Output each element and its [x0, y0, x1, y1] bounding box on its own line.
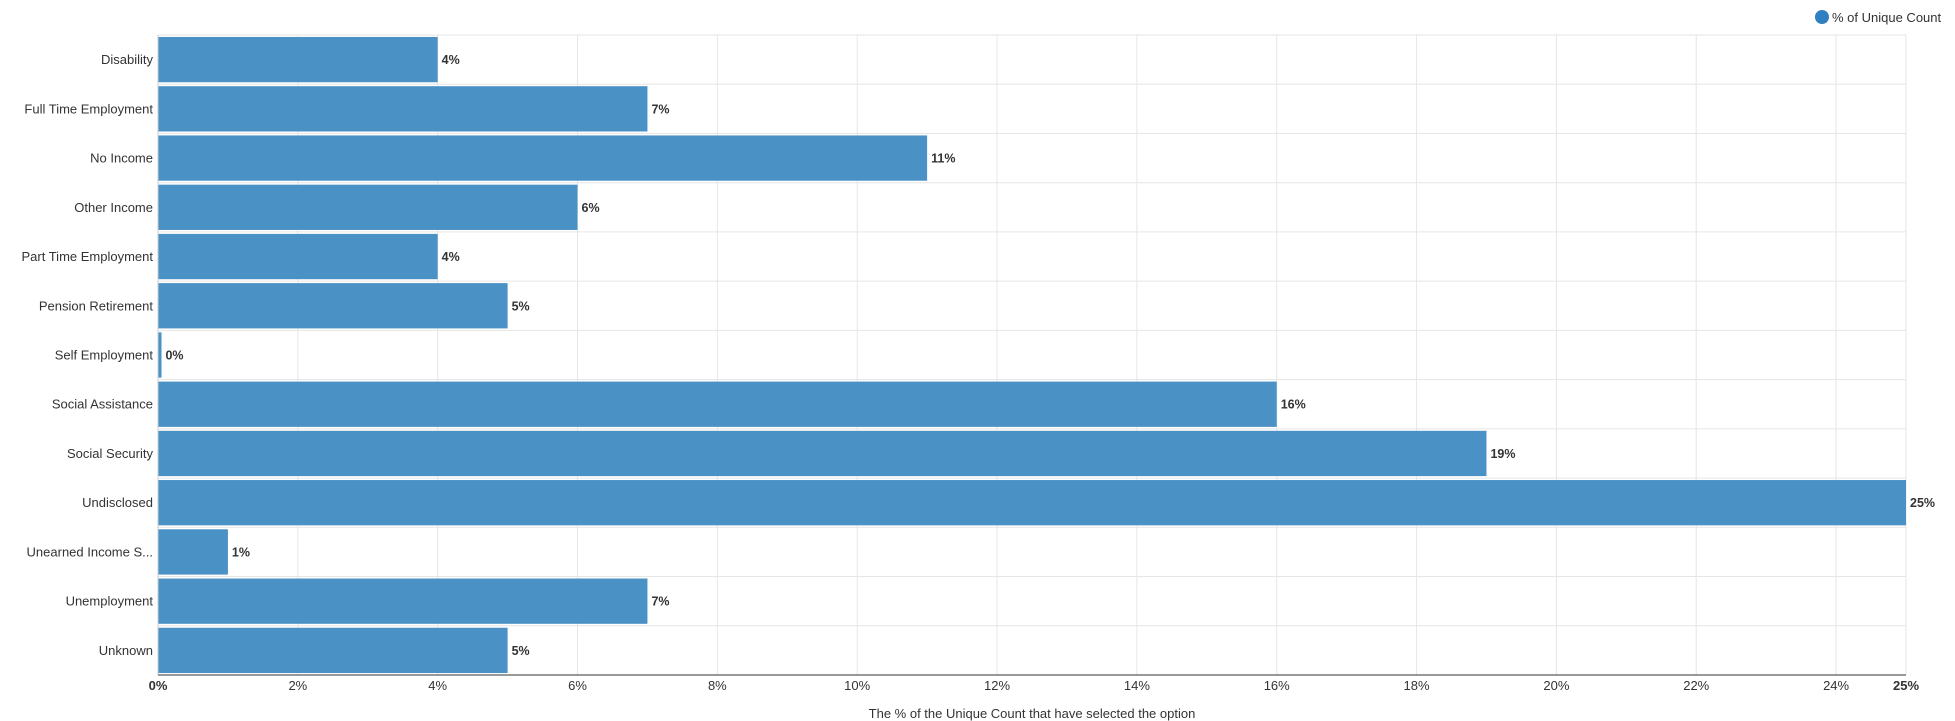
bar[interactable] [158, 86, 648, 132]
data-label: 5% [512, 644, 530, 658]
legend-marker-icon [1815, 10, 1829, 24]
category-label: Part Time Employment [22, 249, 154, 264]
data-label: 7% [651, 102, 669, 116]
data-label: 0% [165, 349, 183, 363]
category-label: Pension Retirement [39, 298, 154, 313]
x-tick-label: 14% [1124, 678, 1150, 693]
x-tick-label: 22% [1683, 678, 1709, 693]
x-tick-label: 0% [149, 678, 168, 693]
data-label: 6% [582, 201, 600, 215]
bar[interactable] [158, 135, 928, 181]
bar[interactable] [158, 529, 228, 575]
legend[interactable]: % of Unique Count [1815, 10, 1942, 25]
category-label: Disability [101, 52, 154, 67]
bar[interactable] [158, 332, 162, 378]
category-label: Unknown [99, 643, 153, 658]
x-tick-label: 10% [844, 678, 870, 693]
category-label: Undisclosed [82, 495, 153, 510]
category-labels: Disability Full Time Employment No Income O… [22, 52, 154, 658]
bar[interactable] [158, 627, 508, 674]
x-axis: 0% 2% 4% 6% 8% 10% 12% 14% 16% 18% 20% 22% 24% 25% [149, 35, 1919, 693]
category-label: Unearned Income S... [27, 544, 153, 559]
category-label: No Income [90, 151, 153, 166]
x-tick-label: 2% [288, 678, 307, 693]
category-label: Unemployment [66, 594, 154, 609]
bar[interactable] [158, 36, 438, 83]
data-label: 4% [442, 53, 460, 67]
category-label: Social Security [67, 446, 153, 461]
data-label: 7% [651, 595, 669, 609]
x-axis-title: The % of the Unique Count that have sele… [869, 706, 1196, 721]
data-label: 19% [1490, 447, 1515, 461]
data-label: 1% [232, 545, 250, 559]
x-tick-label: 25% [1893, 678, 1919, 693]
bar[interactable] [158, 578, 648, 624]
x-tick-label: 20% [1543, 678, 1569, 693]
category-label: Social Assistance [52, 397, 153, 412]
data-label: 5% [512, 299, 530, 313]
data-label: 16% [1281, 398, 1306, 412]
x-tick-label: 4% [428, 678, 447, 693]
legend-label: % of Unique Count [1832, 10, 1942, 25]
grid-lines [158, 34, 1907, 676]
category-label: Other Income [74, 200, 153, 215]
category-label: Self Employment [55, 348, 154, 363]
bar[interactable] [158, 430, 1487, 477]
data-label: 4% [442, 250, 460, 264]
x-tick-label: 16% [1264, 678, 1290, 693]
category-label: Full Time Employment [24, 101, 153, 116]
bar[interactable] [158, 480, 1906, 526]
x-tick-label: 12% [984, 678, 1010, 693]
x-tick-label: 8% [708, 678, 727, 693]
bars: 4% 7% 11% 6% 4% 5% 0% 16% 19% 25% 1% 7% 5% [158, 36, 1935, 674]
bar[interactable] [158, 283, 508, 329]
x-tick-label: 18% [1404, 678, 1430, 693]
x-tick-label: 6% [568, 678, 587, 693]
bar[interactable] [158, 233, 438, 280]
data-label: 25% [1910, 496, 1935, 510]
data-label: 11% [931, 152, 955, 166]
bar[interactable] [158, 184, 578, 230]
bar[interactable] [158, 381, 1277, 427]
x-tick-label: 24% [1823, 678, 1849, 693]
